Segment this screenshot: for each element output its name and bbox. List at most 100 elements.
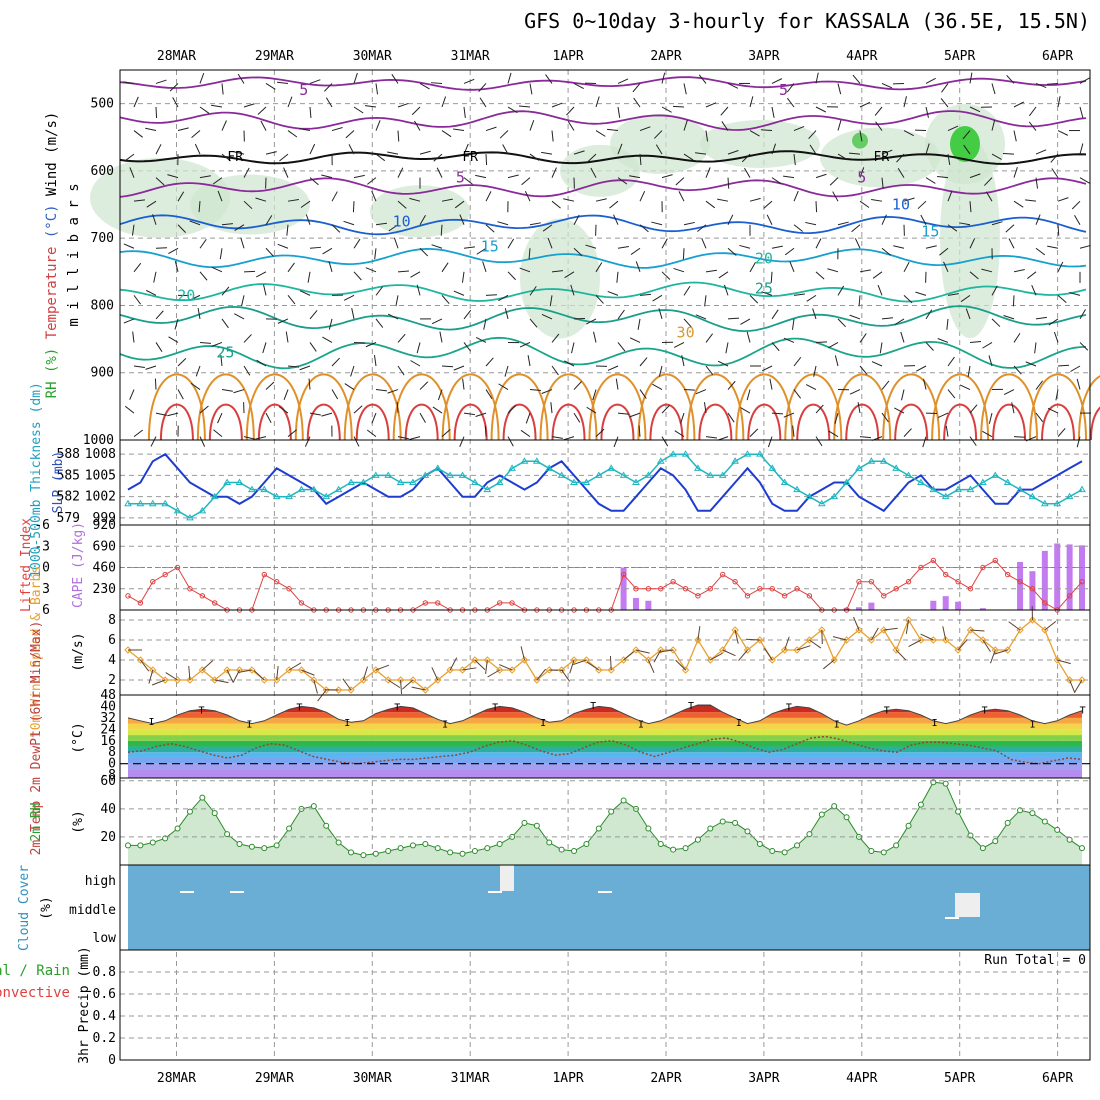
wind-barb: [749, 295, 759, 304]
wind-barb: [1079, 342, 1089, 351]
wind-barb: [586, 406, 597, 414]
wind-barb: [411, 106, 421, 116]
cloud-unit: (%): [39, 896, 54, 919]
wind-barb: [573, 214, 580, 225]
wind-barb: [859, 101, 871, 108]
wind-barb: [991, 83, 996, 95]
wind-barb: [459, 214, 465, 225]
wind-barb: [639, 389, 647, 399]
wind-barb: [561, 669, 571, 682]
temp-band: [128, 717, 1082, 724]
wind-barb: [1035, 316, 1047, 320]
wind-barb: [617, 177, 628, 185]
wind-barb: [133, 365, 145, 369]
wind-barb: [1057, 659, 1071, 665]
rh-marker: [880, 849, 887, 856]
wind-barb: [305, 214, 311, 225]
wind-barb: [883, 627, 898, 631]
wind-speed-marker: [644, 656, 653, 664]
wind-barb: [365, 267, 377, 273]
wind-barb: [969, 436, 977, 446]
wind-barb: [189, 294, 201, 301]
wind-barb: [849, 314, 861, 320]
cape-bar: [1079, 545, 1085, 610]
isotherm-label: 10: [892, 196, 910, 214]
lifted-index-marker: [174, 564, 181, 571]
thickness-marker: [619, 471, 628, 478]
wind-speed-line: [127, 618, 1082, 691]
wind-barb: [217, 190, 223, 202]
wind-barb: [569, 659, 575, 674]
isotherm-30-loop: [588, 373, 647, 441]
wind-barb: [199, 436, 206, 447]
wind-barb: [859, 333, 867, 343]
precip-tick-label: 0.8: [93, 965, 116, 980]
pressure-axis-label: m i l l i b a r s: [66, 183, 82, 326]
lifted-index-marker: [670, 578, 676, 585]
wind-barb: [969, 271, 979, 280]
lifted-index-marker: [645, 586, 652, 592]
wind-barb: [453, 365, 465, 371]
wind-barb: [308, 378, 311, 390]
rh-marker: [149, 839, 156, 846]
wind-barb: [991, 221, 1003, 226]
isotherm-30-loop: [882, 373, 941, 441]
wind-barb: [541, 151, 553, 155]
wind-barb: [673, 267, 685, 273]
wind-barb: [1035, 149, 1047, 155]
lifted-index-marker: [162, 571, 168, 578]
wind-barb: [131, 224, 135, 236]
wind-barb: [387, 679, 401, 689]
rh-marker: [1079, 845, 1085, 852]
wind-speed-marker: [979, 636, 987, 644]
lifted-index-marker: [992, 557, 998, 564]
temp-tick-label: -8: [100, 768, 116, 783]
wind-barb: [982, 639, 991, 653]
rh-marker: [434, 845, 441, 852]
temp-band: [128, 746, 1082, 753]
wind-barb: [133, 130, 143, 138]
wind-barb: [238, 669, 252, 673]
wind-speed-marker: [1028, 616, 1037, 624]
isotherm-label: 5: [779, 81, 788, 99]
wind-barb: [683, 389, 696, 391]
wind-barb: [132, 331, 135, 343]
wind-barb: [461, 271, 465, 283]
wind-barb: [815, 404, 824, 414]
thickness-tick-label: 582: [57, 490, 80, 505]
wind-barb: [482, 261, 487, 272]
wind-barb: [881, 412, 889, 423]
isotherm-line: [119, 110, 1087, 131]
rh-marker: [893, 842, 900, 849]
thickness-marker: [173, 506, 182, 514]
wind-barb: [703, 402, 707, 414]
wind-barb: [991, 153, 1002, 160]
wind-speed-marker: [557, 666, 566, 674]
wind-speed-marker: [260, 676, 268, 684]
wind-barb: [815, 341, 828, 343]
wind-speed-marker: [966, 626, 975, 634]
wind-barb: [740, 318, 751, 325]
lifted-index-marker: [720, 571, 726, 578]
wind-barb: [388, 224, 399, 232]
wind-speed-marker: [830, 656, 838, 664]
wind-barb: [903, 428, 912, 437]
wind-barb: [1069, 292, 1081, 296]
wind-barb: [243, 365, 251, 376]
li-tick-label: 3: [42, 582, 50, 597]
lifted-index-marker: [509, 600, 515, 606]
isotherm-line: [119, 76, 1087, 91]
thickness-marker: [124, 499, 132, 507]
wind-barb: [635, 649, 650, 654]
cloud-level-label: high: [85, 874, 116, 889]
wind-barb: [243, 436, 255, 440]
wind-barb: [881, 82, 893, 89]
temp-tick-label: 32: [100, 711, 116, 726]
temp-band: [128, 729, 1082, 736]
thickness-marker: [136, 499, 145, 507]
wind-barb: [375, 664, 390, 671]
wind-barb: [475, 337, 487, 343]
wind-barb: [221, 120, 227, 131]
wind-barb: [959, 222, 971, 226]
isotherm-label: 20: [755, 249, 773, 267]
